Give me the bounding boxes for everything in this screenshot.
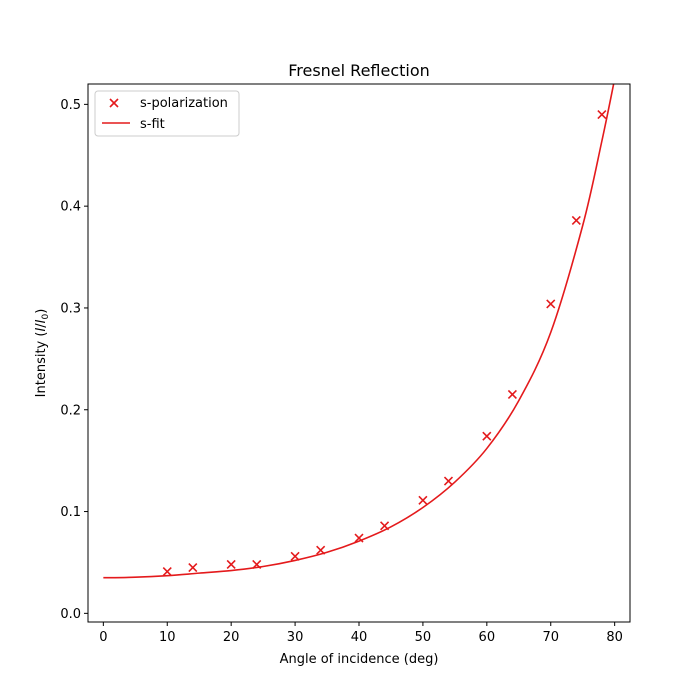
legend-frame [94,90,240,137]
legend-entry-s-polarization: s-polarization [109,96,228,111]
x-tick-label: 60 [479,630,496,645]
y-tick-label: 0.4 [60,200,81,215]
data-point-s-polarization [571,215,581,225]
x-tick-label: 40 [351,630,368,645]
x-tick-label: 50 [415,630,432,645]
legend: s-polarization s-fit [94,90,240,137]
data-point-s-polarization [380,521,390,531]
legend-label-s-polarization: s-polarization [140,96,228,111]
x-tick-label: 80 [606,630,623,645]
data-point-s-polarization [507,389,517,400]
y-tick-label: 0.2 [60,403,81,418]
data-point-s-polarization [290,551,300,561]
x-axis-label: Angle of incidence (deg) [280,652,439,667]
data-point-s-polarization [162,567,172,577]
x-tick-label: 30 [287,630,304,645]
y-tick-label: 0.0 [60,607,81,622]
plot-background [88,84,630,622]
y-tick-label: 0.5 [60,98,81,113]
legend-x-marker-icon [109,98,119,108]
data-point-s-polarization [482,431,492,441]
x-tick-label: 0 [99,630,107,645]
x-tick-label: 20 [223,630,240,645]
y-axis-label: Intensity (I/I0) [34,309,51,398]
data-point-s-polarization [443,476,454,486]
data-point-s-polarization [597,109,607,120]
data-point-s-polarization [316,545,326,555]
legend-entry-s-fit: s-fit [102,117,165,132]
x-axis: 0 10 20 30 40 50 60 70 80 [99,622,623,645]
y-tick-label: 0.1 [60,505,81,520]
y-axis: 0.0 0.1 0.2 0.3 0.4 0.5 [60,98,88,622]
data-point-s-polarization [188,562,198,573]
plot-area [87,83,631,623]
y-tick-label: 0.3 [60,301,81,316]
data-point-s-polarization [418,495,428,505]
data-point-s-polarization [546,299,556,309]
data-point-s-polarization [252,559,262,570]
chart-title: Fresnel Reflection [288,61,430,80]
data-point-s-polarization [226,559,236,570]
x-tick-label: 10 [159,630,176,645]
legend-label-s-fit: s-fit [140,117,165,132]
data-point-s-polarization [354,533,364,543]
x-tick-label: 70 [542,630,559,645]
